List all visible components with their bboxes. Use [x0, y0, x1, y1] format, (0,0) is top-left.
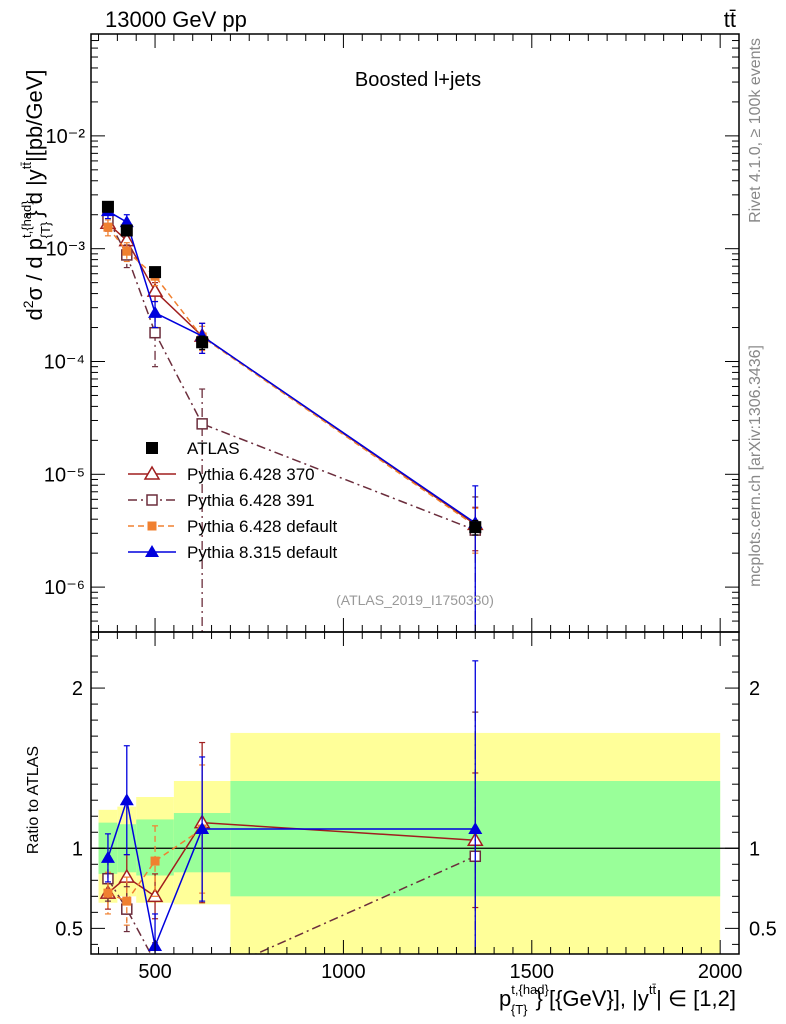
main-y-axis-title: d2σ / d pt,{had} {T}} d |ytt̄|[pb/GeV] [19, 69, 53, 320]
x-axis-title: pt,{had} {T}} [{GeV}], |ytt̄| ∈ [1,2] [499, 982, 736, 1017]
main-series-2-point [196, 418, 208, 430]
analysis-watermark: (ATLAS_2019_I1750330) [336, 592, 494, 608]
header-left-label: 13000 GeV pp [105, 7, 247, 32]
ratio-series-2-point [103, 888, 113, 898]
main-series-4-point [119, 215, 134, 228]
main-y-tick-label: 10⁻⁴ [44, 351, 85, 373]
main-series-0-point [149, 266, 162, 279]
main-panel: 10⁻⁶ 10⁻⁵ 10⁻⁴ 10⁻³ 10⁻² Boosted l+jets (ATL… [19, 33, 740, 633]
legend-entry: Pythia 6.428 default [128, 517, 338, 536]
main-series-0-point [469, 521, 482, 534]
main-series-3-point [103, 222, 113, 232]
mcplots-label: mcplots.cern.ch [arXiv:1306.3436] [747, 345, 764, 587]
legend-entry: Pythia 8.315 default [128, 543, 338, 562]
svg-text:d2σ / d pt,{had}{T}} d |ytt̄|[: d2σ / d pt,{had} {T}} d |ytt̄|[pb/GeV] [19, 69, 53, 320]
main-y-tick-label: 10⁻⁶ [44, 577, 85, 599]
main-y-tick-label: 10⁻⁵ [44, 464, 85, 486]
ratio-y-tick-label: 2 [72, 678, 83, 700]
main-series-layer [99, 200, 484, 632]
main-y-axis: 10⁻⁶ 10⁻⁵ 10⁻⁴ 10⁻³ 10⁻² [44, 33, 739, 633]
ratio-series-2-point [122, 896, 132, 906]
legend-label: Pythia 8.315 default [187, 543, 338, 562]
ratio-series-3-point [119, 793, 134, 806]
ratio-y-tick-label-right: 0.5 [749, 918, 777, 940]
legend-entry: Pythia 6.428 370 [128, 465, 315, 484]
header-right-label: tt̄ [724, 7, 736, 32]
legend-label: Pythia 6.428 default [187, 517, 338, 536]
ratio-series-2-line [107, 828, 203, 903]
main-series-0-point [120, 224, 133, 237]
ratio-panel: 0.5 0.5 1 1 2 2 500 1000 1500 2000 Ratio to ATLA… [25, 631, 777, 1017]
legend-label: Pythia 6.428 391 [187, 491, 315, 510]
main-series-3-line [107, 226, 476, 527]
legend-marker [145, 545, 159, 557]
ratio-series-2-point [150, 856, 160, 866]
main-series-3-point [122, 246, 132, 256]
ratio-series-0-point [146, 887, 164, 903]
ratio-x-axis: 500 1000 1500 2000 [98, 632, 743, 983]
main-series-0-point [101, 200, 114, 213]
ratio-series-3-point [195, 822, 210, 835]
legend: ATLAS Pythia 6.428 370 Pythia 6.428 391 Pyt… [128, 439, 338, 562]
main-y-tick-label: 10⁻² [46, 126, 86, 148]
legend-label: ATLAS [187, 439, 240, 458]
main-series-0-point [196, 336, 209, 349]
main-x-axis-ticks [98, 34, 721, 632]
ratio-y-tick-label-right: 1 [749, 838, 760, 860]
legend-marker [146, 442, 158, 454]
ratio-y-tick-label-right: 2 [749, 678, 760, 700]
legend-label: Pythia 6.428 370 [187, 465, 315, 484]
main-y-tick-label: 10⁻³ [46, 239, 86, 261]
ratio-y-axis: 0.5 0.5 1 1 2 2 [55, 639, 777, 945]
x-tick-label: 1500 [510, 961, 555, 983]
ratio-y-axis-title: Ratio to ATLAS [25, 746, 42, 854]
legend-marker [147, 521, 157, 531]
main-series-4-point [148, 305, 163, 318]
rivet-label: Rivet 4.1.0, ≥ 100k events [747, 38, 764, 223]
ratio-uncertainty-bands [91, 732, 739, 954]
main-series-1-point [146, 282, 164, 297]
x-tick-label: 1000 [321, 961, 366, 983]
ratio-y-tick-label: 1 [72, 838, 83, 860]
ratio-series-3-point [468, 822, 483, 835]
main-series-0 [101, 200, 482, 536]
main-series-2-point [149, 326, 161, 339]
legend-entry: ATLAS [146, 439, 240, 458]
ratio-series-3-point [100, 850, 115, 863]
svg-text:pt,{had}{T}} [{GeV}], |ytt̄| ∈: pt,{had} {T}} [{GeV}], |ytt̄| ∈ [1,2] [499, 982, 736, 1017]
legend-marker [146, 494, 158, 506]
ratio-y-tick-label: 0.5 [55, 918, 83, 940]
ratio-series-1-point [197, 973, 207, 983]
main-series-2 [102, 210, 482, 632]
x-tick-label: 2000 [698, 961, 743, 983]
main-title: Boosted l+jets [355, 69, 481, 91]
legend-marker [143, 465, 161, 480]
x-tick-label: 500 [138, 961, 171, 983]
ratio-plot-frame [90, 631, 740, 955]
legend-entry: Pythia 6.428 391 [128, 491, 315, 510]
